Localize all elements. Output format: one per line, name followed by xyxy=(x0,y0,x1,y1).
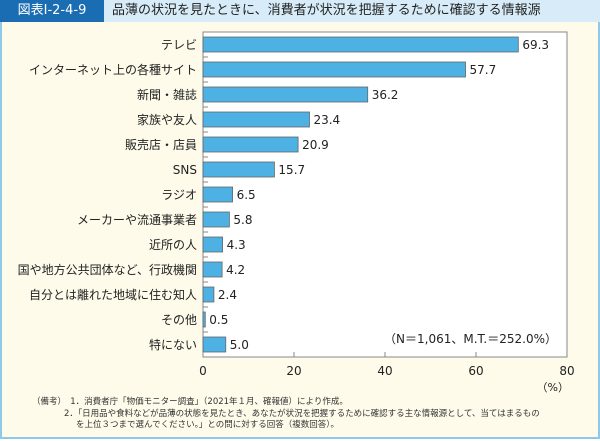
bar xyxy=(202,336,227,353)
bar xyxy=(202,311,206,328)
sample-annotation: （N＝1,061、M.T.＝252.0%） xyxy=(384,332,557,346)
note-2-cont: を上位３つまで選んでください。」との問に対する回答（複数回答）。 xyxy=(76,420,339,430)
bar xyxy=(202,136,299,153)
category-label: インターネット上の各種サイト xyxy=(29,62,197,77)
note-1: （備考） 1．消費者庁「物価モニター調査」（2021年１月、確報値）により作成。 xyxy=(32,397,348,407)
value-label: 5.8 xyxy=(233,213,252,227)
value-label: 69.3 xyxy=(522,38,549,52)
category-label: 国や地方公共団体など、行政機関 xyxy=(18,262,197,277)
value-label: 57.7 xyxy=(470,63,497,77)
category-label: 近所の人 xyxy=(149,238,197,252)
value-label: 23.4 xyxy=(313,113,340,127)
figure-title: 品薄の状況を見たときに、消費者が状況を把握するために確認する情報源 xyxy=(112,3,541,18)
bar xyxy=(202,86,369,103)
plot-area xyxy=(202,31,568,358)
category-label: SNS xyxy=(173,163,197,177)
x-unit: （%） xyxy=(537,381,569,394)
value-label: 4.3 xyxy=(227,238,246,252)
value-label: 36.2 xyxy=(372,88,399,102)
x-tick-label: 60 xyxy=(468,364,483,378)
value-label: 6.5 xyxy=(237,188,256,202)
x-tick-label: 0 xyxy=(199,364,207,378)
bar xyxy=(202,211,230,228)
category-label: 新聞・雑誌 xyxy=(137,87,197,102)
bar xyxy=(202,111,310,128)
category-label: その他 xyxy=(161,313,197,327)
value-label: 15.7 xyxy=(278,163,305,177)
category-label: メーカーや流通事業者 xyxy=(77,213,197,227)
bar xyxy=(202,61,466,78)
bar xyxy=(202,161,275,178)
x-tick-label: 40 xyxy=(377,364,392,378)
notes: （備考） 1．消費者庁「物価モニター調査」（2021年１月、確報値）により作成。… xyxy=(32,397,540,432)
bar xyxy=(202,186,233,203)
value-label: 5.0 xyxy=(230,338,249,352)
value-label: 2.4 xyxy=(218,288,237,302)
category-label: テレビ xyxy=(161,38,197,52)
category-label: 家族や友人 xyxy=(137,112,197,127)
category-label: 自分とは離れた地域に住む知人 xyxy=(29,288,197,302)
value-label: 4.2 xyxy=(226,263,245,277)
note-2: 2．「日用品や食料などが品薄の状態を見たとき、あなたが状況を把握するために確認す… xyxy=(64,408,540,419)
x-tick-label: 20 xyxy=(286,364,301,378)
bar xyxy=(202,286,215,303)
figure-label: 図表Ⅰ-2-4-9 xyxy=(0,0,104,22)
bar xyxy=(202,261,223,278)
header-bar xyxy=(0,0,600,22)
category-label: 特にない xyxy=(149,337,197,352)
category-label: ラジオ xyxy=(161,188,197,202)
value-label: 20.9 xyxy=(302,138,329,152)
x-tick-label: 80 xyxy=(559,364,574,378)
bar xyxy=(202,236,223,253)
category-label: 販売店・店員 xyxy=(125,137,197,152)
value-label: 0.5 xyxy=(209,313,228,327)
bar xyxy=(202,36,519,53)
